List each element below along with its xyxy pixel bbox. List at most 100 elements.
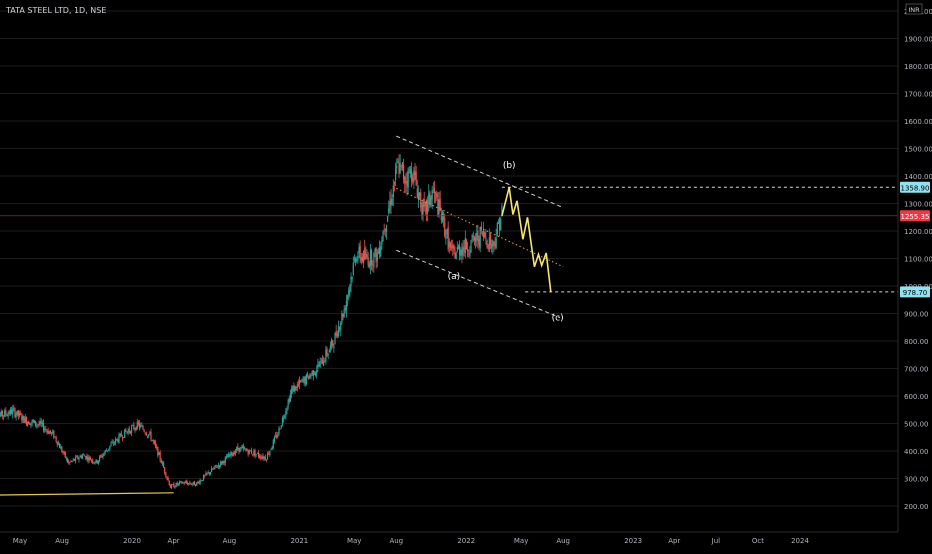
candle-body — [294, 385, 296, 391]
time-tick-label: Aug — [389, 537, 403, 545]
candle-body — [159, 451, 161, 460]
candle-body — [494, 243, 496, 247]
candles-layer — [0, 154, 503, 489]
candle-body — [277, 434, 279, 437]
candle-body — [322, 361, 325, 367]
time-tick-label: 2021 — [290, 537, 308, 545]
candle-body — [369, 250, 372, 266]
candle-body — [133, 424, 135, 430]
candle-body — [32, 419, 34, 422]
candle-body — [49, 430, 52, 433]
candle-body — [48, 431, 50, 435]
candle-body — [209, 472, 212, 475]
candle-body — [481, 233, 484, 235]
price-tick-label: 900.00 — [904, 311, 929, 319]
candle-body — [94, 462, 96, 464]
candle-body — [129, 431, 132, 434]
candle-body — [29, 423, 31, 425]
candle-body — [193, 481, 196, 486]
candle-body — [24, 417, 26, 423]
candle-body — [40, 421, 42, 424]
candle-body — [501, 205, 503, 216]
candle-body — [166, 477, 168, 479]
candle-body — [192, 481, 194, 484]
candle-body — [230, 451, 232, 456]
candle-body — [114, 438, 117, 444]
channel-line-2 — [396, 187, 564, 268]
candle-body — [165, 472, 167, 477]
candle-body — [12, 408, 14, 415]
candle-body — [305, 374, 308, 385]
candle-body — [279, 428, 281, 430]
candle-body — [61, 446, 63, 452]
candle-body — [38, 424, 40, 426]
candle-body — [215, 464, 217, 467]
candle-body — [293, 385, 295, 392]
candle-body — [312, 370, 314, 376]
time-tick-label: Aug — [556, 537, 570, 545]
candle-body — [169, 485, 172, 488]
candle-body — [237, 446, 239, 449]
candle-body — [261, 456, 263, 459]
candle-body — [287, 400, 289, 407]
candle-body — [343, 309, 345, 317]
candle-body — [340, 322, 342, 331]
candle-body — [469, 250, 471, 257]
candle-body — [109, 445, 111, 449]
candle-body — [448, 241, 450, 248]
candle-body — [372, 264, 374, 266]
candle-body — [116, 439, 118, 440]
candle-body — [461, 249, 463, 255]
candle-body — [8, 411, 10, 414]
candle-body — [175, 482, 177, 487]
candle-body — [229, 454, 231, 456]
candle-body — [14, 408, 16, 417]
candle-body — [206, 472, 208, 474]
candle-body — [110, 443, 112, 447]
candle-body — [360, 257, 362, 262]
price-tick-label: 200.00 — [904, 503, 929, 511]
candle-body — [232, 453, 234, 457]
level-tag-2-bg — [900, 286, 930, 298]
candle-body — [250, 450, 253, 454]
candle-body — [362, 251, 365, 264]
candle-body — [316, 370, 318, 374]
candle-body — [63, 451, 65, 453]
candle-body — [401, 162, 404, 168]
candle-body — [433, 188, 436, 193]
candle-body — [484, 232, 486, 238]
candle-body — [354, 258, 357, 262]
candle-body — [357, 255, 359, 261]
candle-body — [44, 428, 46, 431]
candle-body — [329, 345, 332, 349]
candle-body — [86, 456, 88, 460]
candle-body — [143, 429, 145, 432]
candle-body — [149, 432, 151, 434]
candle-body — [97, 460, 100, 464]
time-tick-label: 2022 — [457, 537, 475, 545]
candle-body — [432, 191, 434, 193]
candle-body — [388, 208, 390, 213]
candle-body — [80, 456, 82, 458]
candle-body — [366, 254, 368, 258]
candle-body — [223, 461, 225, 464]
candle-body — [486, 240, 488, 248]
candle-body — [182, 482, 184, 484]
candle-body — [488, 237, 490, 250]
candle-body — [282, 417, 285, 419]
candle-body — [79, 455, 81, 458]
candle-body — [425, 200, 428, 213]
candle-body — [327, 353, 329, 356]
price-tick-label: 1700.00 — [904, 91, 932, 99]
candle-body — [285, 410, 287, 416]
candle-body — [298, 379, 301, 385]
price-tick-label: 800.00 — [904, 338, 929, 346]
candle-body — [467, 249, 469, 252]
candle-body — [336, 333, 338, 337]
candle-body — [202, 475, 205, 481]
candle-body — [212, 468, 214, 470]
candle-body — [74, 456, 77, 461]
candle-body — [236, 447, 238, 452]
